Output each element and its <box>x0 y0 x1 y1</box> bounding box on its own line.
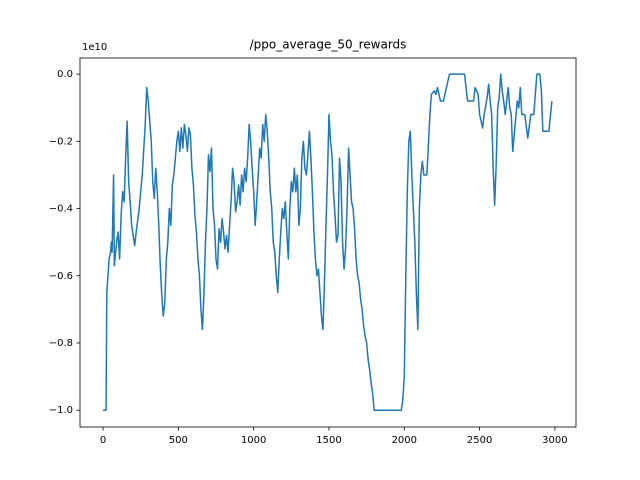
y-offset-label: 1e10 <box>82 42 107 53</box>
chart-title: /ppo_average_50_rewards <box>250 38 407 52</box>
y-tick-label: −0.4 <box>49 204 73 215</box>
x-tick-label: 0 <box>100 435 106 446</box>
x-tick-label: 1000 <box>241 435 266 446</box>
y-tick-label: −0.2 <box>49 136 73 147</box>
x-tick-label: 500 <box>169 435 188 446</box>
y-tick-label: −1.0 <box>49 405 73 416</box>
y-tick-label: 0.0 <box>57 69 73 80</box>
y-tick-label: −0.6 <box>49 271 73 282</box>
x-tick-label: 1500 <box>316 435 341 446</box>
x-tick-label: 2000 <box>392 435 417 446</box>
x-tick-label: 2500 <box>467 435 492 446</box>
y-tick-label: −0.8 <box>49 338 73 349</box>
x-tick-label: 3000 <box>542 435 567 446</box>
axes-frame <box>79 57 577 428</box>
data-line <box>103 73 553 411</box>
